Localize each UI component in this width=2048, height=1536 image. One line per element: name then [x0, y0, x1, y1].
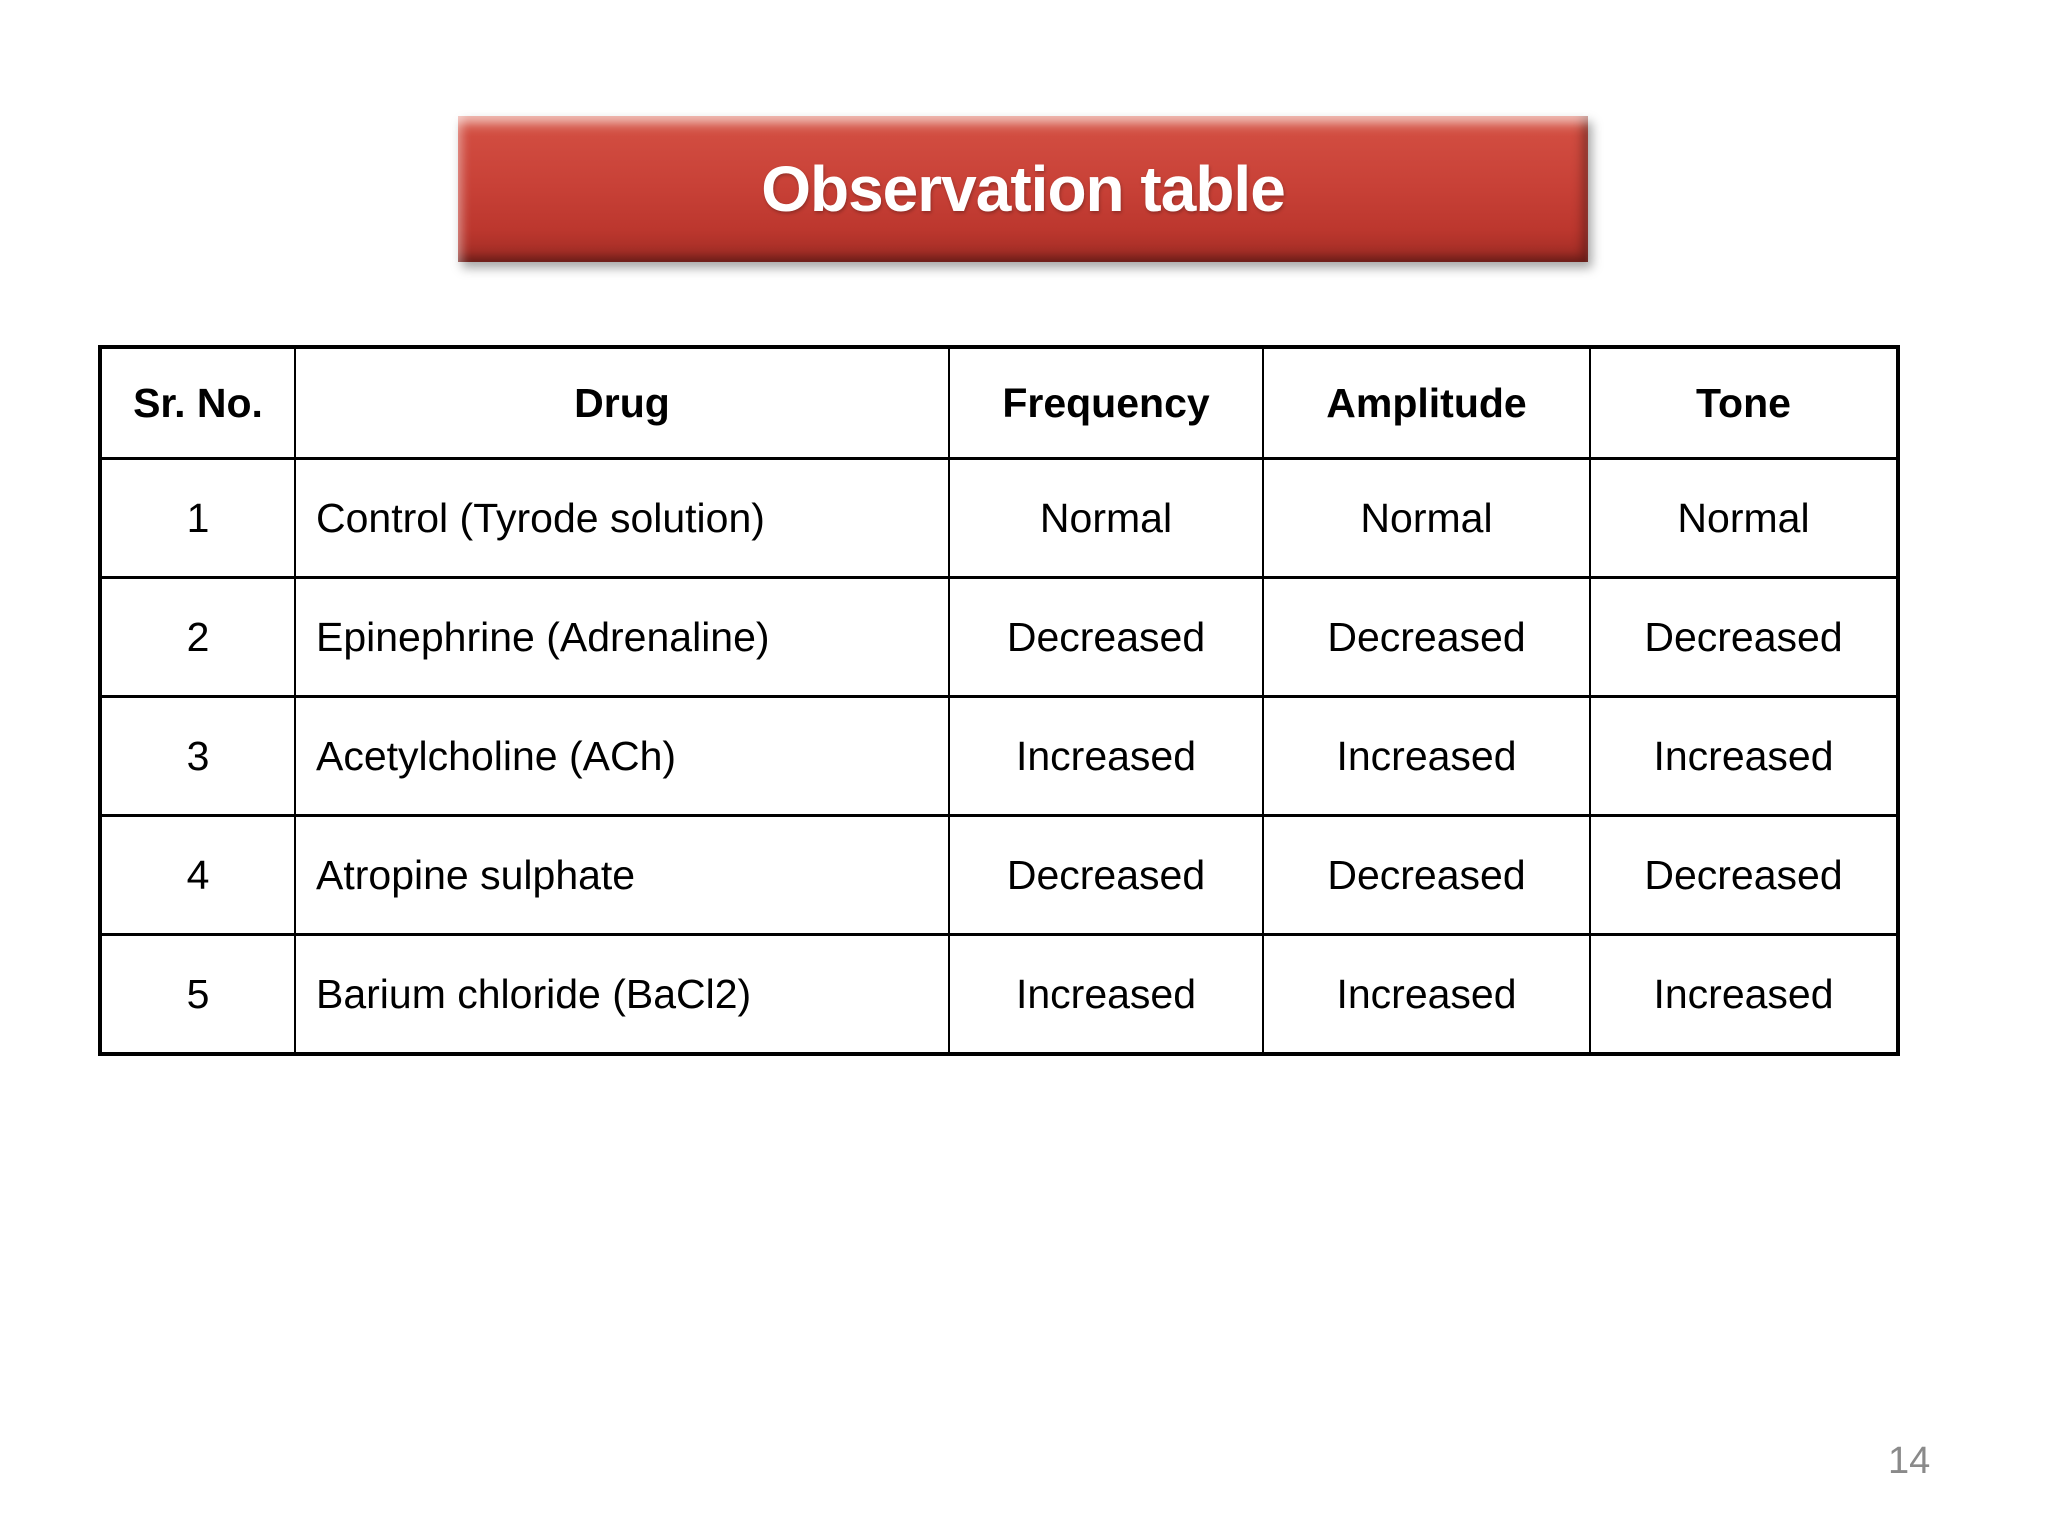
cell-drug: Barium chloride (BaCl2) [294, 933, 950, 1056]
column-header-drug: Drug [294, 345, 950, 460]
column-header-sr-no: Sr. No. [99, 345, 296, 460]
cell-drug: Epinephrine (Adrenaline) [294, 576, 950, 698]
page-number: 14 [1888, 1440, 1931, 1482]
cell-amplitude: Decreased [1262, 576, 1591, 698]
cell-drug: Acetylcholine (ACh) [294, 695, 950, 817]
cell-tone: Increased [1589, 933, 1899, 1056]
table-row: 1 Control (Tyrode solution) Normal Norma… [99, 457, 1899, 579]
table-row: 2 Epinephrine (Adrenaline) Decreased Dec… [99, 576, 1899, 698]
table-row: 3 Acetylcholine (ACh) Increased Increase… [99, 695, 1899, 817]
cell-frequency: Normal [948, 457, 1264, 579]
observation-table: Sr. No. Drug Frequency Amplitude Tone 1 … [98, 345, 1900, 1056]
slide-title: Observation table [761, 153, 1286, 225]
column-header-frequency: Frequency [948, 345, 1264, 460]
column-header-amplitude: Amplitude [1262, 345, 1591, 460]
cell-frequency: Decreased [948, 576, 1264, 698]
column-header-tone: Tone [1589, 345, 1899, 460]
cell-sr-no: 5 [99, 933, 296, 1056]
table-header-row: Sr. No. Drug Frequency Amplitude Tone [99, 345, 1899, 460]
cell-amplitude: Decreased [1262, 814, 1591, 936]
cell-tone: Decreased [1589, 814, 1899, 936]
cell-sr-no: 4 [99, 814, 296, 936]
cell-frequency: Increased [948, 695, 1264, 817]
cell-drug: Control (Tyrode solution) [294, 457, 950, 579]
cell-frequency: Increased [948, 933, 1264, 1056]
cell-drug: Atropine sulphate [294, 814, 950, 936]
title-banner: Observation table [458, 116, 1588, 262]
cell-sr-no: 3 [99, 695, 296, 817]
cell-amplitude: Increased [1262, 933, 1591, 1056]
cell-amplitude: Increased [1262, 695, 1591, 817]
table-row: 5 Barium chloride (BaCl2) Increased Incr… [99, 933, 1899, 1056]
cell-frequency: Decreased [948, 814, 1264, 936]
table-row: 4 Atropine sulphate Decreased Decreased … [99, 814, 1899, 936]
cell-sr-no: 1 [99, 457, 296, 579]
cell-tone: Normal [1589, 457, 1899, 579]
cell-tone: Increased [1589, 695, 1899, 817]
cell-tone: Decreased [1589, 576, 1899, 698]
cell-sr-no: 2 [99, 576, 296, 698]
cell-amplitude: Normal [1262, 457, 1591, 579]
